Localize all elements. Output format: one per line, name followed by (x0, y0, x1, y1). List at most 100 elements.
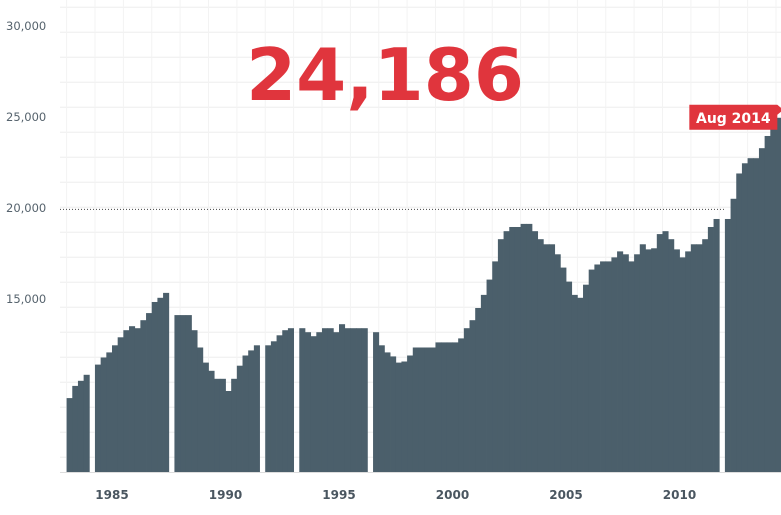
bar (645, 249, 652, 472)
bar (463, 328, 470, 472)
x-tick-label: 2005 (549, 488, 582, 502)
bar (373, 332, 380, 472)
bar (486, 279, 493, 472)
bar (106, 352, 113, 472)
bar (401, 361, 408, 472)
bar (435, 342, 442, 472)
bar (446, 342, 453, 472)
bar (112, 345, 119, 472)
bar (758, 148, 766, 472)
bar (707, 226, 714, 472)
bar (617, 251, 624, 472)
bar (588, 269, 595, 472)
bar (276, 335, 283, 472)
bar (662, 231, 669, 472)
x-tick-label: 1995 (322, 488, 355, 502)
bar (605, 261, 612, 472)
x-tick-label: 1990 (209, 488, 242, 502)
latest-flag-shape (689, 104, 781, 130)
x-tick-label: 2000 (436, 488, 469, 502)
bar (531, 231, 539, 472)
bar (594, 264, 601, 472)
bar (509, 226, 516, 472)
bar (100, 357, 107, 472)
bar (611, 257, 618, 472)
bar (236, 365, 243, 472)
bar (480, 294, 487, 472)
bar (441, 342, 448, 472)
bar (407, 355, 414, 472)
latest-flag-label: Aug 2014 (696, 111, 771, 127)
bar (202, 362, 209, 472)
bar (520, 223, 527, 472)
bar (270, 341, 277, 472)
bar (741, 163, 748, 472)
bar (730, 198, 737, 473)
bar (185, 315, 192, 472)
bar (304, 332, 312, 472)
bar (736, 173, 743, 472)
bar (214, 378, 221, 472)
bar (469, 320, 476, 472)
bar (696, 244, 703, 472)
bar (123, 330, 130, 472)
bar (628, 261, 635, 472)
bar (685, 251, 692, 472)
x-tick-label: 1985 (95, 488, 128, 502)
bar (117, 337, 124, 472)
bar (526, 223, 533, 472)
bar (350, 328, 357, 472)
bar (634, 254, 641, 472)
bar (253, 345, 260, 472)
bar (390, 356, 397, 472)
bar (327, 328, 334, 472)
bar (287, 328, 294, 472)
bar (713, 218, 720, 472)
bar (656, 234, 663, 472)
bar (356, 328, 363, 472)
bar (191, 330, 198, 472)
y-tick-label: 20,000 (6, 201, 46, 215)
bar (543, 244, 550, 472)
bar (548, 244, 556, 472)
bar (231, 378, 238, 472)
bar (458, 338, 465, 472)
bar (424, 347, 431, 472)
bar (537, 239, 544, 472)
bar (180, 315, 187, 472)
bar (66, 398, 73, 472)
bar (571, 294, 578, 472)
bar (673, 249, 680, 472)
bar (339, 324, 346, 472)
bar (429, 347, 436, 472)
bar (333, 332, 340, 472)
bar (668, 239, 675, 472)
bar (174, 315, 181, 472)
bar (690, 244, 697, 472)
bar (747, 158, 754, 472)
bar (639, 244, 646, 472)
bar (129, 326, 136, 472)
bar (724, 218, 731, 472)
bar (378, 345, 385, 472)
bar (702, 239, 709, 472)
bar (94, 364, 102, 472)
bar (225, 390, 232, 472)
y-tick-label: 15,000 (6, 292, 46, 306)
bar (753, 158, 760, 472)
bar (72, 385, 79, 472)
bar (560, 267, 567, 472)
bar (412, 347, 419, 472)
bar (577, 297, 584, 472)
bar (282, 330, 289, 472)
bar (134, 328, 141, 472)
bar (146, 313, 153, 472)
bar (197, 347, 204, 472)
bar (452, 342, 459, 472)
bar (418, 347, 425, 472)
bar (163, 292, 170, 472)
bar (83, 374, 90, 472)
bar (361, 328, 368, 472)
bar (679, 257, 686, 472)
bar (316, 332, 323, 472)
